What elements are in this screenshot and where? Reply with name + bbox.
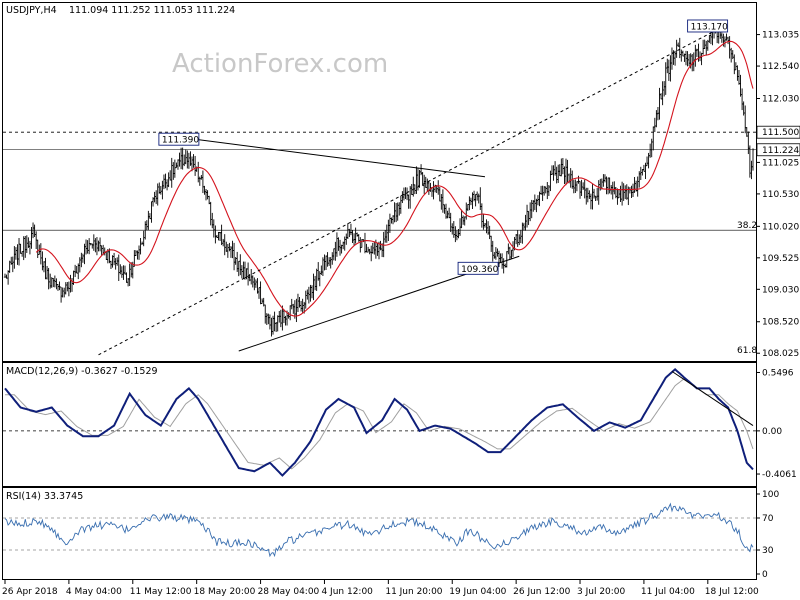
rsi-y-tick-label: 100 bbox=[762, 490, 779, 500]
rsi-y-tick-label: 30 bbox=[762, 546, 774, 556]
price-y-tick-label: 108.520 bbox=[762, 318, 799, 328]
x-tick-label: 4 May 04:00 bbox=[66, 587, 122, 597]
macd-y-tick-label: 0.5496 bbox=[762, 368, 794, 378]
price-y-tick-label: 112.030 bbox=[762, 94, 799, 104]
macd-panel-frame bbox=[2, 362, 757, 487]
x-tick-label: 18 Jul 12:00 bbox=[705, 587, 759, 597]
x-tick-label: 11 Jul 04:00 bbox=[641, 587, 695, 597]
watermark: ActionForex.com bbox=[172, 49, 388, 79]
macd-y-tick-label: -0.4061 bbox=[762, 470, 797, 480]
macd-y-tick-label: 0.00 bbox=[762, 427, 782, 437]
x-tick-label: 11 May 12:00 bbox=[130, 587, 192, 597]
price-y-tick-label: 110.020 bbox=[762, 222, 799, 232]
rsi-panel bbox=[3, 502, 756, 558]
trendline-0 bbox=[195, 138, 486, 178]
price-label: 111.224 bbox=[762, 146, 799, 156]
annotation-box bbox=[158, 132, 200, 146]
x-tick-label: 3 Jul 20:00 bbox=[577, 587, 626, 597]
annotation-label: 113.170 bbox=[691, 22, 728, 32]
price-panel: 113.170 111.390 109.360 38.2 61.8 bbox=[3, 19, 757, 356]
price-y-tick-label: 113.035 bbox=[762, 31, 799, 41]
fib-label: 61.8 bbox=[737, 346, 757, 356]
price-label-box bbox=[756, 125, 800, 139]
price-y-tick-label: 110.530 bbox=[762, 190, 799, 200]
annotation-label: 111.390 bbox=[162, 136, 199, 146]
price-label: 111.500 bbox=[762, 128, 799, 138]
price-y-tick-label: 112.540 bbox=[762, 62, 799, 72]
rsi-panel-frame bbox=[2, 487, 757, 580]
rsi-y-tick-label: 0 bbox=[762, 570, 768, 580]
moving-average-line bbox=[35, 40, 754, 317]
macd-title: MACD(12,26,9) -0.3627 -0.1529 bbox=[6, 366, 158, 377]
annotation-label: 109.360 bbox=[461, 265, 498, 275]
trendline-2 bbox=[98, 29, 716, 356]
macd-panel bbox=[3, 367, 756, 477]
macd-trendline bbox=[671, 370, 754, 426]
x-tick-label: 18 May 20:00 bbox=[194, 587, 256, 597]
ohlc-label: 111.094 111.252 111.053 111.224 bbox=[69, 5, 235, 16]
price-y-tick-label: 111.025 bbox=[762, 158, 799, 168]
annotation-box bbox=[687, 19, 729, 33]
annotation-box bbox=[457, 261, 499, 275]
x-tick-label: 26 Jun 12:00 bbox=[513, 587, 570, 597]
x-tick-label: 11 Jun 20:00 bbox=[385, 587, 442, 597]
rsi-y-tick-label: 70 bbox=[762, 514, 774, 524]
symbol-label: USDJPY,H4 bbox=[6, 5, 57, 16]
fib-label: 38.2 bbox=[737, 221, 757, 231]
price-y-tick-label: 109.525 bbox=[762, 254, 799, 264]
price-label-box bbox=[756, 143, 800, 157]
rsi-title: RSI(14) 33.3745 bbox=[6, 491, 83, 502]
rsi-line bbox=[4, 502, 754, 558]
x-tick-label: 26 Apr 2018 bbox=[2, 587, 58, 597]
axes: 113.035112.540112.030111.535111.025110.5… bbox=[2, 31, 800, 597]
x-tick-label: 28 May 04:00 bbox=[258, 587, 320, 597]
price-panel-frame bbox=[2, 2, 757, 362]
x-tick-label: 19 Jun 04:00 bbox=[449, 587, 506, 597]
macd-main-line bbox=[4, 367, 754, 477]
x-tick-label: 4 Jun 12:00 bbox=[321, 587, 373, 597]
price-y-tick-label: 108.025 bbox=[762, 349, 799, 359]
price-y-tick-label: 109.030 bbox=[762, 285, 799, 295]
